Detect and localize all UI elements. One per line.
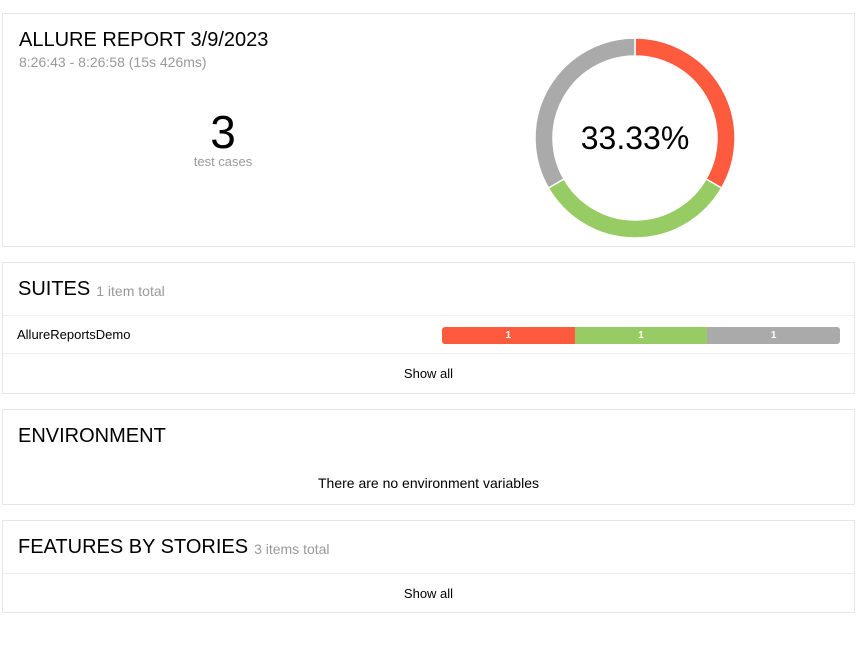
status-donut-chart: 33.33%	[533, 36, 737, 240]
summary-widget: ALLURE REPORT 3/9/2023 8:26:43 - 8:26:58…	[2, 13, 855, 247]
features-header: FEATURES BY STORIES 3 items total	[3, 521, 854, 574]
suite-name[interactable]: AllureReportsDemo	[17, 327, 131, 342]
report-title: ALLURE REPORT 3/9/2023	[19, 29, 269, 51]
features-widget: FEATURES BY STORIES 3 items total Show a…	[2, 520, 855, 613]
report-time-range: 8:26:43 - 8:26:58 (15s 426ms)	[19, 54, 207, 70]
donut-svg	[534, 37, 736, 239]
environment-widget: ENVIRONMENT There are no environment var…	[2, 409, 855, 505]
donut-slice-passed[interactable]	[547, 177, 723, 239]
features-title: FEATURES BY STORIES	[18, 535, 249, 558]
suites-count: 1 item total	[96, 283, 165, 299]
environment-title: ENVIRONMENT	[18, 424, 166, 447]
suite-passed-segment[interactable]: 1	[574, 327, 708, 344]
suites-title: SUITES	[18, 277, 91, 300]
suites-show-all-link[interactable]: Show all	[403, 365, 454, 381]
testcases-count: 3	[210, 106, 236, 158]
features-count: 3 items total	[254, 541, 330, 557]
suite-skipped-segment[interactable]: 1	[707, 327, 840, 344]
testcases-summary: 3 test cases	[123, 106, 323, 169]
suite-failed-segment[interactable]: 1	[442, 327, 575, 344]
environment-empty-message: There are no environment variables	[317, 475, 539, 491]
features-show-all-link[interactable]: Show all	[403, 585, 454, 601]
suites-widget: SUITES 1 item total AllureReportsDemo 1 …	[2, 262, 855, 394]
testcases-label: test cases	[193, 154, 253, 169]
donut-slice-failed[interactable]	[634, 37, 736, 190]
suites-header: SUITES 1 item total	[3, 263, 854, 316]
suite-row[interactable]: AllureReportsDemo 1 1 1	[3, 316, 854, 354]
donut-slice-skipped[interactable]	[534, 37, 636, 190]
suite-status-bar[interactable]: 1 1 1	[442, 327, 840, 344]
environment-header: ENVIRONMENT	[3, 410, 854, 462]
